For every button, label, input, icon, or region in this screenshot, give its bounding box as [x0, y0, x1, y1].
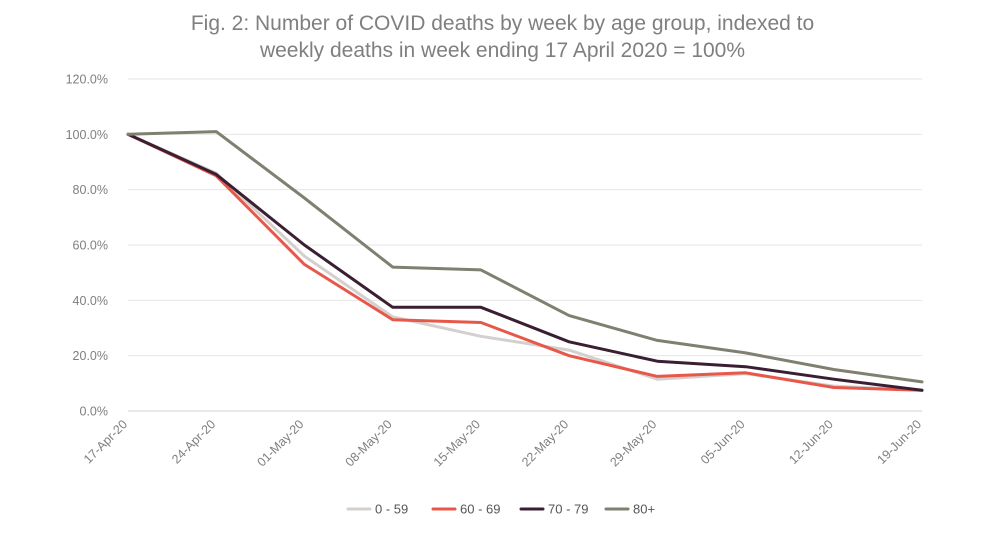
y-axis-tick-labels: 0.0% 20.0% 40.0% 60.0% 80.0% 100.0% 120.0% [66, 73, 108, 419]
x-tick-label: 05-Jun-20 [698, 417, 748, 467]
y-tick-label: 120.0% [66, 73, 108, 87]
series-line-70-79 [126, 132, 924, 392]
x-tick-label: 29-May-20 [607, 417, 659, 469]
series-line-80plus [126, 130, 924, 384]
x-tick-label: 22-May-20 [519, 417, 571, 469]
x-axis-tick-labels: 17-Apr-20 24-Apr-20 01-May-20 08-May-20 15-M… [81, 417, 924, 469]
series-lines [126, 130, 924, 392]
y-tick-label: 40.0% [73, 294, 108, 308]
y-tick-label: 60.0% [73, 239, 108, 253]
gridlines [128, 78, 922, 412]
series-line-0-59 [126, 132, 924, 392]
y-tick-label: 20.0% [73, 349, 108, 363]
x-tick-label: 01-May-20 [254, 417, 306, 469]
x-tick-label: 17-Apr-20 [81, 417, 130, 466]
series-line-60-69 [126, 132, 924, 392]
legend-label: 80+ [633, 502, 655, 517]
legend-label: 0 - 59 [375, 502, 408, 517]
chart-title-line-2: weekly deaths in week ending 17 April 20… [259, 39, 746, 62]
legend: 0 - 59 60 - 69 70 - 79 80+ [346, 502, 655, 517]
y-tick-label: 80.0% [73, 183, 108, 197]
chart-title: Fig. 2: Number of COVID deaths by week b… [0, 10, 1005, 64]
x-tick-label: 08-May-20 [343, 417, 395, 469]
x-tick-label: 24-Apr-20 [169, 417, 218, 466]
chart-title-line-1: Fig. 2: Number of COVID deaths by week b… [190, 12, 815, 35]
legend-label: 70 - 79 [548, 502, 588, 517]
x-tick-label: 12-Jun-20 [786, 417, 836, 467]
y-tick-label: 100.0% [66, 128, 108, 142]
legend-label: 60 - 69 [460, 502, 500, 517]
y-tick-label: 0.0% [80, 405, 109, 419]
x-tick-label: 15-May-20 [431, 417, 483, 469]
x-tick-label: 19-Jun-20 [874, 417, 924, 467]
